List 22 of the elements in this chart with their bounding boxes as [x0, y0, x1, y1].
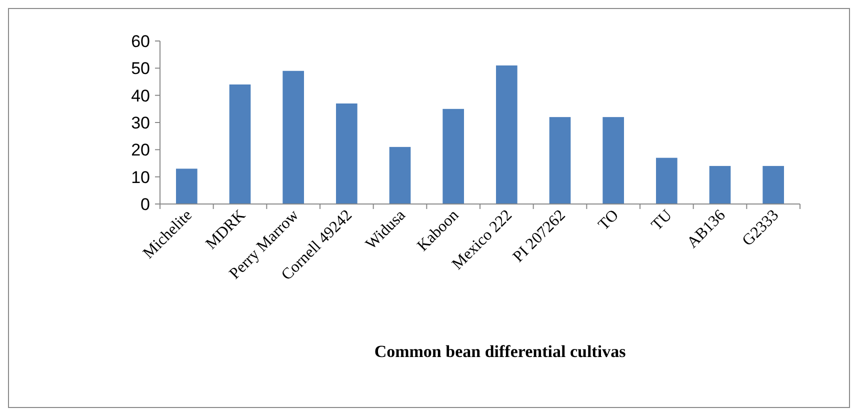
x-tick-label: TU	[648, 206, 676, 234]
bar	[282, 70, 304, 204]
bar	[602, 117, 624, 204]
bar	[762, 166, 784, 204]
x-axis-title: Common bean differential cultivas	[374, 342, 626, 361]
bar	[656, 158, 678, 204]
y-tick-label: 40	[131, 86, 150, 106]
bar	[496, 65, 518, 204]
bar	[229, 84, 251, 204]
bar	[709, 166, 731, 204]
x-tick-label: TO	[595, 206, 622, 234]
y-tick-label: 60	[131, 32, 150, 51]
y-tick-label: 0	[140, 194, 150, 214]
bar	[336, 103, 358, 204]
bar	[176, 168, 198, 204]
y-tick-label: 10	[131, 168, 150, 187]
bar	[442, 108, 464, 204]
bar	[389, 146, 411, 204]
bar	[549, 117, 571, 204]
y-tick-label: 50	[131, 59, 150, 78]
y-tick-label: 20	[131, 140, 150, 160]
y-tick-label: 30	[131, 113, 150, 132]
